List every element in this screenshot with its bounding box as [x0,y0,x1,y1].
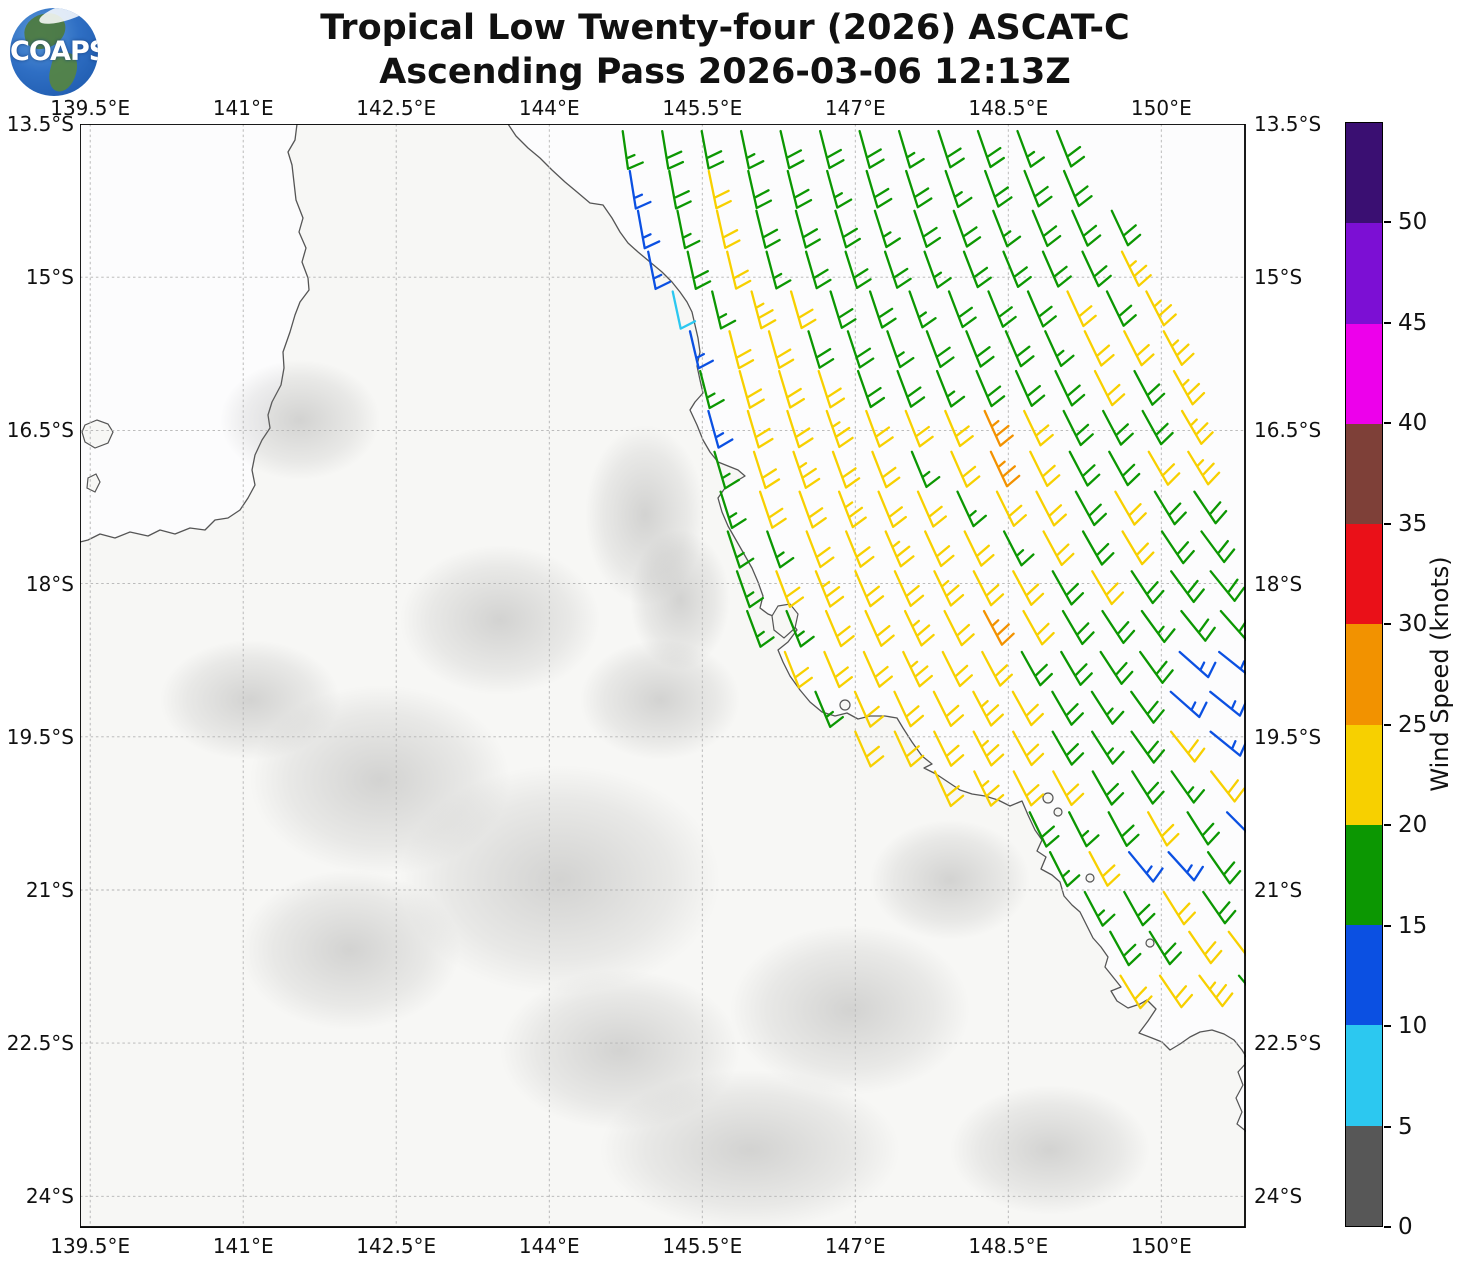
colorbar-tick-mark [1384,422,1391,425]
wind-barb-group [621,129,1246,986]
y-tick-label-right: 21°S [1254,877,1303,902]
map-canvas [80,124,1246,1228]
colorbar-segment [1346,223,1382,324]
colorbar-tick-mark [1384,824,1391,827]
islands [81,419,1155,948]
colorbar-segment [1346,624,1382,725]
plot-title: Tropical Low Twenty-four (2026) ASCAT-C [320,8,1130,48]
colorbar-tick-label: 30 [1398,611,1428,638]
x-tick-label-bottom: 150°E [1130,1234,1192,1258]
colorbar-tick-label: 15 [1398,912,1428,939]
y-tick-label-right: 16.5°S [1254,418,1322,443]
colorbar-segment [1346,524,1382,625]
colorbar-tick-label: 45 [1398,309,1428,336]
colorbar-tick-mark [1384,321,1391,324]
x-tick-label-top: 144°E [518,96,580,120]
y-tick-label-left: 21°S [25,877,74,902]
x-tick-label-bottom: 147°E [824,1234,886,1258]
x-tick-label-bottom: 144°E [518,1234,580,1258]
x-tick-label-bottom: 148.5°E [968,1234,1049,1258]
y-tick-label-left: 22.5°S [6,1031,74,1056]
y-tick-label-left: 15°S [25,265,74,290]
y-tick-label-left: 19.5°S [6,724,74,749]
colorbar-segment [1346,1025,1382,1126]
y-tick-label-right: 24°S [1254,1184,1303,1209]
wind-barb-group [671,290,697,330]
y-tick-label-left: 18°S [25,571,74,596]
colorbar-tick-mark [1384,723,1391,726]
colorbar-segment [1346,1125,1382,1226]
plot-frame [80,124,1246,1228]
y-tick-label-right: 18°S [1254,571,1303,596]
colorbar-tick-mark [1384,623,1391,626]
wind-barb-group [982,409,1021,646]
terrain-texture [160,360,1150,1228]
colorbar-tick-mark [1384,924,1391,927]
x-tick-label-top: 147°E [824,96,886,120]
coaps-logo-text: COAPS [10,36,98,67]
colorbar-tick-label: 35 [1398,510,1428,537]
y-tick-label-right: 13.5°S [1254,112,1322,136]
x-tick-label-bottom: 142.5°E [356,1234,437,1258]
y-tick-label-left: 13.5°S [6,112,74,136]
colorbar-segment [1346,925,1382,1026]
colorbar-tick-mark [1384,522,1391,525]
y-tick-label-right: 19.5°S [1254,724,1322,749]
x-tick-label-top: 142.5°E [356,96,437,120]
x-tick-label-top: 139.5°E [50,96,131,120]
colorbar-tick-mark [1384,1226,1391,1228]
colorbar-tick-label: 25 [1398,711,1428,738]
x-tick-label-bottom: 139.5°E [50,1234,131,1258]
colorbar-axis-label: Wind Speed (knots) [1426,556,1454,792]
colorbar-segment [1346,824,1382,926]
coaps-logo: COAPS [10,8,98,96]
x-tick-label-top: 150°E [1130,96,1192,120]
y-tick-label-left: 24°S [25,1184,74,1209]
colorbar-tick-label: 20 [1398,812,1428,839]
y-tick-label-right: 22.5°S [1254,1031,1322,1056]
wind-barb-group [628,169,1246,883]
colorbar-tick-label: 0 [1398,1214,1413,1240]
colorbar [1345,122,1383,1227]
colorbar-tick-label: 50 [1398,209,1428,236]
graticule-grid [80,124,1246,1228]
colorbar-tick-mark [1384,1125,1391,1128]
colorbar-segment [1346,323,1382,424]
wind-barb-group [707,169,1246,1010]
x-tick-label-bottom: 145.5°E [662,1234,743,1258]
x-tick-label-top: 145.5°E [662,96,743,120]
colorbar-tick-label: 5 [1398,1113,1413,1140]
wind-barb-field [621,129,1246,1010]
x-tick-label-top: 148.5°E [968,96,1049,120]
colorbar-tick-label: 40 [1398,410,1428,437]
colorbar-segment [1346,724,1382,825]
colorbar-segment [1346,123,1382,224]
y-tick-label-left: 16.5°S [6,418,74,443]
x-tick-label-bottom: 141°E [212,1234,274,1258]
colorbar-tick-label: 10 [1398,1013,1428,1040]
colorbar-tick-mark [1384,221,1391,224]
colorbar-segment [1346,423,1382,525]
y-tick-label-right: 15°S [1254,265,1303,290]
plot-subtitle: Ascending Pass 2026-03-06 12:13Z [379,52,1071,92]
colorbar-tick-mark [1384,1025,1391,1028]
x-tick-label-top: 141°E [212,96,274,120]
